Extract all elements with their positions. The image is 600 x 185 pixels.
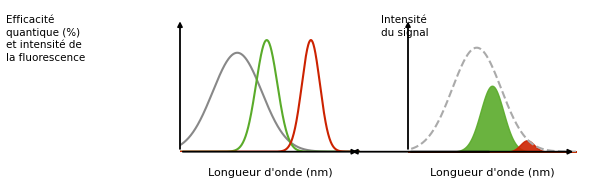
Text: Longueur d'onde (nm): Longueur d'onde (nm) [430, 168, 554, 178]
Text: Efficacité
quantique (%)
et intensité de
la fluorescence: Efficacité quantique (%) et intensité de… [6, 15, 85, 63]
Text: Intensité
du signal: Intensité du signal [381, 15, 428, 38]
Text: Longueur d'onde (nm): Longueur d'onde (nm) [208, 168, 332, 178]
